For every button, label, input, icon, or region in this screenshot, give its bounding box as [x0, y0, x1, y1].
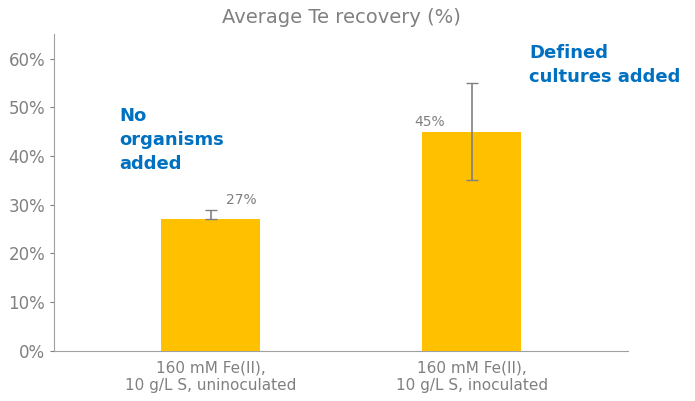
Title: Average Te recovery (%): Average Te recovery (%)	[222, 8, 461, 27]
Text: 45%: 45%	[414, 115, 445, 129]
Text: No
organisms
added: No organisms added	[120, 107, 224, 172]
Bar	[161, 219, 261, 350]
Text: Defined
cultures added: Defined cultures added	[529, 44, 680, 86]
Bar	[422, 132, 521, 350]
Text: 27%: 27%	[227, 193, 257, 207]
